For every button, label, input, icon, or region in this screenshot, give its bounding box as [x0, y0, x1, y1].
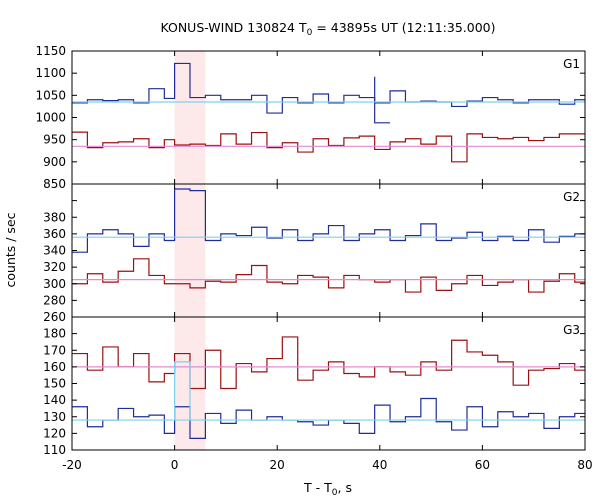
- panel-g1: 850 900 950 1000 1050 1100 1150 G1: [35, 44, 586, 191]
- highlight-band: [174, 184, 206, 317]
- y-tick-label: 1150: [35, 44, 66, 58]
- x-tick-label: 40: [372, 458, 387, 472]
- x-tick-label: 80: [577, 458, 592, 472]
- panel-frame: [71, 50, 586, 185]
- y-tick-label: 1000: [35, 111, 66, 125]
- y-tick-label: 340: [43, 244, 66, 258]
- y-tick-label: 130: [43, 410, 66, 424]
- y-tick-label: 120: [43, 426, 66, 440]
- y-tick-label: 170: [43, 343, 66, 357]
- y-tick-label: 380: [43, 210, 66, 224]
- x-tick-label: 20: [270, 458, 285, 472]
- outlier-spike: [374, 76, 391, 124]
- y-tick-label: 850: [43, 177, 66, 191]
- series-cyan-step: [174, 361, 191, 421]
- x-tick-label: 0: [171, 458, 179, 472]
- y-tick-label: 160: [43, 360, 66, 374]
- panel-g3: 110 120 130 140 150 160 170 180 G3: [43, 316, 586, 457]
- series-blue-step: [72, 397, 585, 439]
- x-axis-label: T - T0, s: [303, 480, 352, 498]
- y-tick-label: 1100: [35, 66, 66, 80]
- panel-g2: 260 280 300 320 340 360 380 G2: [43, 183, 586, 324]
- x-tick-label: -20: [62, 458, 82, 472]
- y-tick-label: 180: [43, 327, 66, 341]
- x-tick-label: 60: [475, 458, 490, 472]
- y-tick-label: 320: [43, 260, 66, 274]
- y-tick-label: 140: [43, 393, 66, 407]
- y-axis-label: counts / sec: [3, 212, 18, 287]
- y-tick-label: 280: [43, 293, 66, 307]
- panel-label: G1: [563, 57, 580, 71]
- y-tick-label: 900: [43, 155, 66, 169]
- series-blue-step: [72, 188, 585, 253]
- series-red-step: [72, 131, 585, 163]
- plot-area: 8509009501000105011001150G12602803003203…: [35, 44, 592, 472]
- panel-label: G3: [563, 323, 580, 337]
- y-tick-label: 150: [43, 377, 66, 391]
- panel-frame: [71, 183, 586, 318]
- y-tick-label: 360: [43, 227, 66, 241]
- y-tick-label: 950: [43, 133, 66, 147]
- y-tick-label: 110: [43, 443, 66, 457]
- series-red-step: [72, 336, 585, 390]
- panel-frame: [71, 316, 586, 451]
- series-blue-step: [72, 62, 585, 114]
- series-red-step: [72, 258, 585, 293]
- panel-label: G2: [563, 190, 580, 204]
- y-tick-label: 1050: [35, 88, 66, 102]
- y-tick-label: 300: [43, 277, 66, 291]
- chart-title: KONUS-WIND 130824 T0 = 43895s UT (12:11:…: [160, 20, 495, 38]
- y-tick-label: 260: [43, 310, 66, 324]
